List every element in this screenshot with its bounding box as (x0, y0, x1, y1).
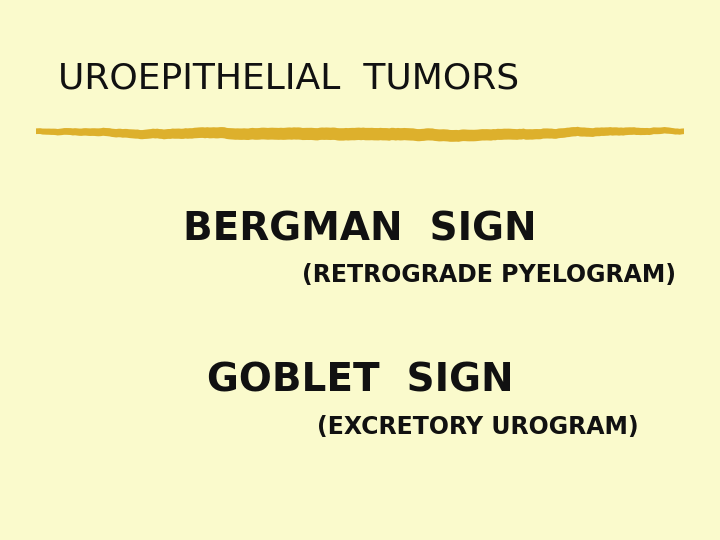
Text: (RETROGRADE PYELOGRAM): (RETROGRADE PYELOGRAM) (302, 264, 676, 287)
Text: GOBLET  SIGN: GOBLET SIGN (207, 362, 513, 400)
Text: BERGMAN  SIGN: BERGMAN SIGN (183, 211, 537, 248)
Text: UROEPITHELIAL  TUMORS: UROEPITHELIAL TUMORS (58, 62, 518, 95)
Polygon shape (36, 127, 684, 142)
Text: (EXCRETORY UROGRAM): (EXCRETORY UROGRAM) (317, 415, 639, 438)
Polygon shape (36, 127, 684, 142)
